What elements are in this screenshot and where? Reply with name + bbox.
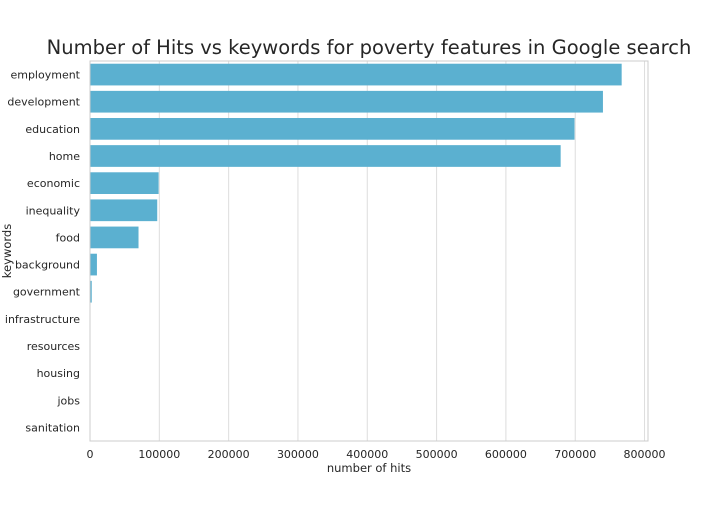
- y-tick-labels: employment development education home econom…: [5, 69, 81, 435]
- x-tick-label: 0: [87, 448, 94, 461]
- bars: [90, 64, 622, 439]
- y-axis-label: keywords: [0, 224, 14, 278]
- bar-home: [90, 145, 561, 167]
- x-tick-label: 600000: [485, 448, 527, 461]
- bar-economic: [90, 172, 159, 194]
- x-tick-label: 700000: [554, 448, 596, 461]
- bar-education: [90, 118, 575, 140]
- y-tick-label: home: [49, 150, 80, 163]
- x-axis-label: number of hits: [327, 461, 411, 475]
- x-tick-label: 500000: [416, 448, 458, 461]
- y-tick-label: economic: [27, 177, 80, 190]
- y-tick-label: government: [13, 286, 81, 299]
- x-tick-label: 800000: [624, 448, 666, 461]
- y-tick-label: food: [56, 231, 80, 244]
- bar-inequality: [90, 199, 157, 221]
- y-tick-label: background: [15, 259, 80, 272]
- y-tick-label: housing: [37, 367, 80, 380]
- x-tick-label: 100000: [138, 448, 180, 461]
- chart-title: Number of Hits vs keywords for poverty f…: [47, 36, 692, 59]
- x-tick-label: 400000: [346, 448, 388, 461]
- y-tick-label: inequality: [26, 204, 81, 217]
- bar-food: [90, 227, 139, 249]
- y-tick-label: jobs: [57, 394, 81, 407]
- bar-background: [90, 254, 97, 276]
- x-tick-label: 200000: [208, 448, 250, 461]
- y-tick-label: employment: [10, 69, 80, 82]
- bar-employment: [90, 64, 622, 86]
- y-tick-label: infrastructure: [5, 313, 80, 326]
- y-tick-label: sanitation: [25, 421, 80, 434]
- x-tick-labels: 0 100000 200000 300000 400000 500000 600000 700…: [87, 448, 666, 461]
- y-tick-label: development: [7, 96, 80, 109]
- y-tick-label: resources: [27, 340, 81, 353]
- y-tick-label: education: [25, 123, 80, 136]
- x-tick-label: 300000: [277, 448, 319, 461]
- bar-development: [90, 91, 603, 113]
